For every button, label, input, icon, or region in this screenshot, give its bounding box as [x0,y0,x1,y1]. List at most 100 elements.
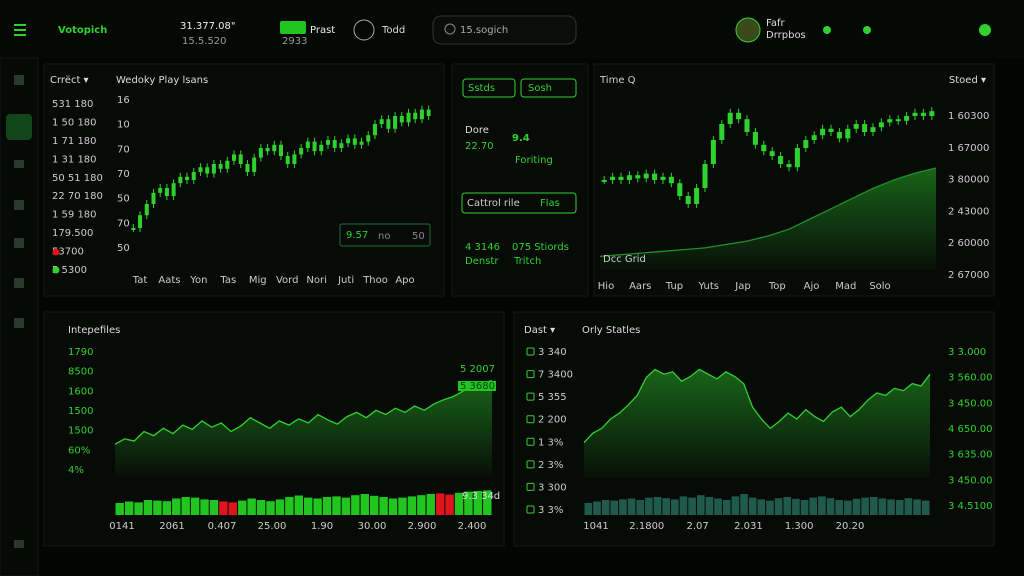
list-item: 3 300 [538,482,567,493]
candle [265,148,270,152]
x-label: 2.031 [734,521,763,532]
volume-bar [247,498,256,515]
volume-bar [124,501,134,515]
avatar[interactable] [735,17,761,43]
menu-icon[interactable] [14,24,26,36]
user-tag: Todd [381,25,405,36]
list-icon [526,482,535,491]
candle [138,215,143,228]
volume-bar [679,496,688,515]
candle [736,112,742,120]
panel-top-left [43,63,445,297]
x-label: 0141 [109,521,134,532]
chart-title: Time Q [599,75,636,86]
candle [292,154,297,164]
list-item: 2 3% [538,460,563,471]
candle [803,140,809,148]
y-label: 4% [68,465,84,476]
control-tag: Flas [540,198,560,209]
volume-bar [228,502,238,515]
volume-bar [219,501,228,515]
candle [685,196,691,204]
y-label: 3 560.00 [948,373,993,384]
big-value: 9.4 [512,133,530,144]
volume-bar [190,497,200,515]
x-label: 30.00 [358,521,387,532]
y-label: 10 [117,120,130,131]
candle [399,116,404,123]
list-item: 5 355 [538,392,567,403]
candle [635,175,641,179]
candle [258,148,263,158]
x-label: Aats [158,275,180,286]
list-item: 531 180 [52,99,93,110]
candle [719,124,725,140]
volume-bar [913,499,921,515]
box-value: 9.57 [346,230,368,241]
price-sub: 15.5.520 [182,36,227,47]
candle [144,204,149,216]
candle [820,128,826,136]
volume-bar [388,498,398,515]
candle [319,144,324,152]
candle [272,144,277,152]
volume-bar [844,500,852,515]
x-label: Yon [189,275,207,286]
volume-bar [835,500,843,515]
y-label: 70 [117,144,130,155]
y-label: 3 3.000 [948,347,986,358]
tag-bg [458,381,496,391]
candle [218,164,223,169]
y-label: 1 67000 [948,143,989,154]
x-label: 1.300 [785,521,814,532]
y-label: 3 4.5100 [948,501,993,512]
candle [178,176,183,184]
x-label: 20.20 [836,521,865,532]
y-label: 1 60300 [948,111,989,122]
x-label: Mad [835,281,856,292]
candle [920,112,926,116]
candle [870,127,876,132]
candle [312,141,317,152]
volume-bar [417,495,426,515]
line [114,379,493,445]
volume-bar [826,498,835,515]
volume-bar [483,490,492,515]
volume-bar [351,495,360,515]
volume-bar [143,500,153,515]
y-label: 3 635.00 [948,450,993,461]
y-label: 1500 [68,406,93,417]
volume-bar [473,491,483,515]
button-chip[interactable] [280,21,306,34]
volume-bar [285,497,294,515]
x-label: 25.00 [258,521,287,532]
x-label: 2.07 [686,521,708,532]
volume-bar [313,498,322,515]
candle [299,148,304,155]
search-box[interactable] [432,15,577,45]
box-tail: 50 [412,231,425,242]
brand: Votopich [58,25,107,36]
volume-bar [619,499,627,515]
list-icon [526,347,535,356]
candle [359,141,364,145]
x-label: Tas [219,275,236,286]
volume-bar [757,499,766,515]
x-label: 2.900 [408,521,437,532]
area-fill [115,380,492,476]
volume-bar [398,497,407,515]
candle [426,109,431,116]
list-item: 179.500 [52,228,93,239]
user-icon[interactable] [353,19,375,41]
y-label: 60% [68,445,90,456]
volume-bar [783,497,792,515]
x-label: Thoo [362,275,388,286]
tag: 5 3680 [460,381,495,392]
candle [352,138,357,145]
candle [305,141,310,148]
list-item: 1 71 180 [52,136,97,147]
x-label: Hio [598,281,614,292]
caption: Denstr [465,256,499,267]
dot [52,248,60,256]
volume-bar [869,497,878,515]
